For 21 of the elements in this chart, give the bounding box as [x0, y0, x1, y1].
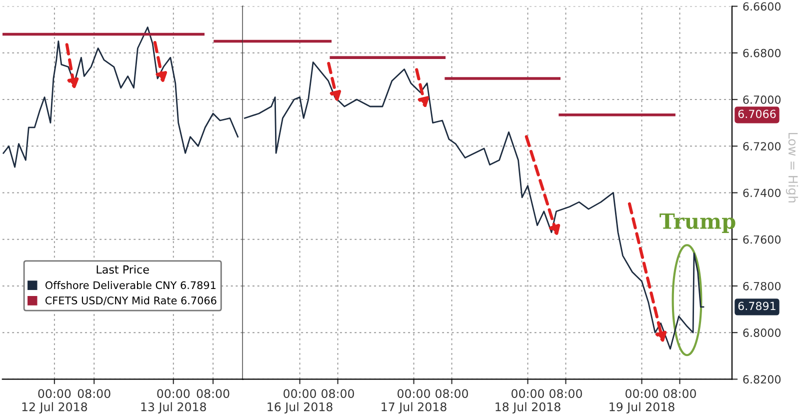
- x-tick-label: 08:00: [550, 389, 582, 398]
- y-tick-label: 6.8200: [743, 375, 781, 384]
- x-tick-label: 08:00: [78, 389, 110, 398]
- y-tick-label: 6.7000: [743, 95, 781, 104]
- y-tick-label: 6.7200: [743, 142, 781, 151]
- legend-label: CFETS USD/CNY Mid Rate 6.7066: [45, 296, 216, 306]
- y-tick-label: 6.6600: [743, 2, 781, 11]
- x-tick-label: 08:00: [664, 389, 696, 398]
- x-tick-label: 08:00: [436, 389, 468, 398]
- text: 6.7891: [738, 302, 776, 310]
- x-tick-label: 08:00: [196, 389, 230, 398]
- text: Low = High: [786, 132, 798, 202]
- x-tick-label: 08:00: [322, 389, 354, 398]
- y-tick-label: 6.7400: [743, 188, 781, 198]
- y-tick-label: 6.7600: [743, 235, 781, 244]
- y-tick-label: 6.7800: [743, 282, 781, 290]
- text: 6.7066: [738, 110, 776, 118]
- legend-title: Last Price: [96, 265, 149, 274]
- y-tick-label: 6.8000: [743, 328, 781, 337]
- y-tick-label: 6.6800: [743, 48, 781, 58]
- legend-label: Offshore Deliverable CNY 6.7891: [45, 281, 216, 290]
